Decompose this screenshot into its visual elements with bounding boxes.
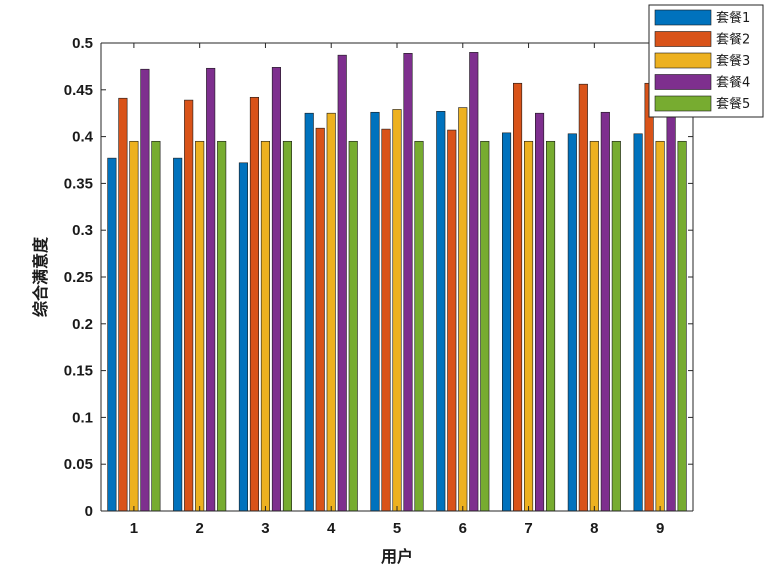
legend-label-series5: 套餐5	[716, 96, 750, 112]
x-tick-label: 2	[195, 520, 203, 537]
bar-series4-user6	[469, 52, 479, 512]
bar-series5-user4	[348, 140, 358, 512]
x-tick-label: 6	[459, 520, 467, 537]
bar-series3-user4	[326, 112, 336, 512]
x-tick-label: 5	[393, 520, 401, 537]
bar-series2-user9	[644, 82, 654, 512]
bar-series1-user7	[502, 132, 512, 512]
legend-label-series3: 套餐3	[716, 53, 750, 69]
y-tick-label: 0.5	[72, 35, 93, 52]
bar-series3-user2	[195, 140, 205, 512]
x-tick-label: 3	[261, 520, 269, 537]
x-tick-label: 9	[656, 520, 664, 537]
bar-series3-user8	[589, 140, 599, 512]
bar-series4-user7	[535, 112, 545, 512]
bar-series3-user1	[129, 140, 139, 512]
x-tick-label: 1	[130, 520, 138, 537]
bar-series3-user3	[260, 140, 270, 512]
legend-swatch-series3	[654, 52, 712, 69]
legend-label-series2: 套餐2	[716, 32, 750, 48]
bar-series5-user8	[611, 140, 621, 512]
bar-series2-user5	[381, 128, 391, 512]
x-tick-label: 8	[590, 520, 598, 537]
bar-series1-user3	[238, 162, 248, 512]
bar-series1-user8	[567, 133, 577, 512]
x-tick-label: 4	[327, 520, 336, 537]
bar-series1-user9	[633, 133, 643, 512]
y-tick-label: 0.05	[64, 456, 93, 473]
bar-series1-user4	[304, 112, 314, 512]
y-axis-title: 综合满意度	[31, 236, 50, 317]
legend-label-series4: 套餐4	[716, 75, 750, 91]
bar-series4-user1	[140, 68, 150, 512]
bar-series2-user7	[513, 82, 523, 512]
bar-series5-user3	[282, 140, 292, 512]
bar-series5-user9	[677, 140, 687, 512]
bar-series2-user6	[447, 129, 457, 512]
bar-series3-user6	[458, 107, 468, 512]
bar-series2-user4	[315, 127, 325, 512]
bar-series2-user2	[184, 99, 194, 512]
legend-swatch-series1	[654, 9, 712, 26]
y-tick-label: 0.15	[64, 363, 93, 380]
bar-series1-user1	[107, 157, 117, 512]
bar-series2-user3	[249, 96, 259, 512]
x-tick-label: 7	[524, 520, 532, 537]
bar-series3-user9	[655, 140, 665, 512]
bar-series3-user5	[392, 109, 402, 512]
bar-series4-user8	[600, 111, 610, 512]
bar-series4-user3	[271, 67, 281, 512]
y-tick-label: 0.25	[64, 269, 93, 286]
bar-series5-user2	[217, 140, 227, 512]
legend-swatch-series4	[654, 74, 712, 90]
bar-series2-user1	[118, 97, 128, 512]
bar-series5-user6	[480, 140, 490, 512]
y-tick-label: 0.4	[72, 129, 94, 146]
legend-label-series1: 套餐1	[716, 10, 750, 26]
bar-series1-user2	[173, 157, 183, 512]
legend-swatch-series2	[654, 31, 712, 47]
y-tick-label: 0.1	[72, 409, 93, 426]
y-tick-label: 0.45	[64, 82, 93, 99]
bar-series4-user2	[206, 67, 216, 512]
y-tick-label: 0.35	[64, 175, 93, 192]
bar-series4-user5	[403, 52, 413, 512]
bar-series4-user9	[666, 112, 676, 512]
bar-series5-user1	[151, 140, 161, 512]
legend-swatch-series5	[654, 95, 712, 112]
legend: 套餐1 套餐2 套餐3 套餐4 套餐5	[648, 4, 764, 118]
bar-series4-user4	[337, 54, 347, 512]
bar-series5-user5	[414, 140, 424, 512]
y-tick-label: 0	[85, 503, 93, 520]
x-axis-title: 用户	[381, 547, 413, 566]
y-tick-label: 0.2	[72, 316, 93, 333]
bar-series2-user8	[578, 83, 588, 512]
bar-series3-user7	[524, 140, 534, 512]
bar-series1-user5	[370, 111, 380, 512]
bar-series1-user6	[436, 111, 446, 512]
y-tick-label: 0.3	[72, 222, 93, 239]
bar-series5-user7	[546, 140, 556, 512]
